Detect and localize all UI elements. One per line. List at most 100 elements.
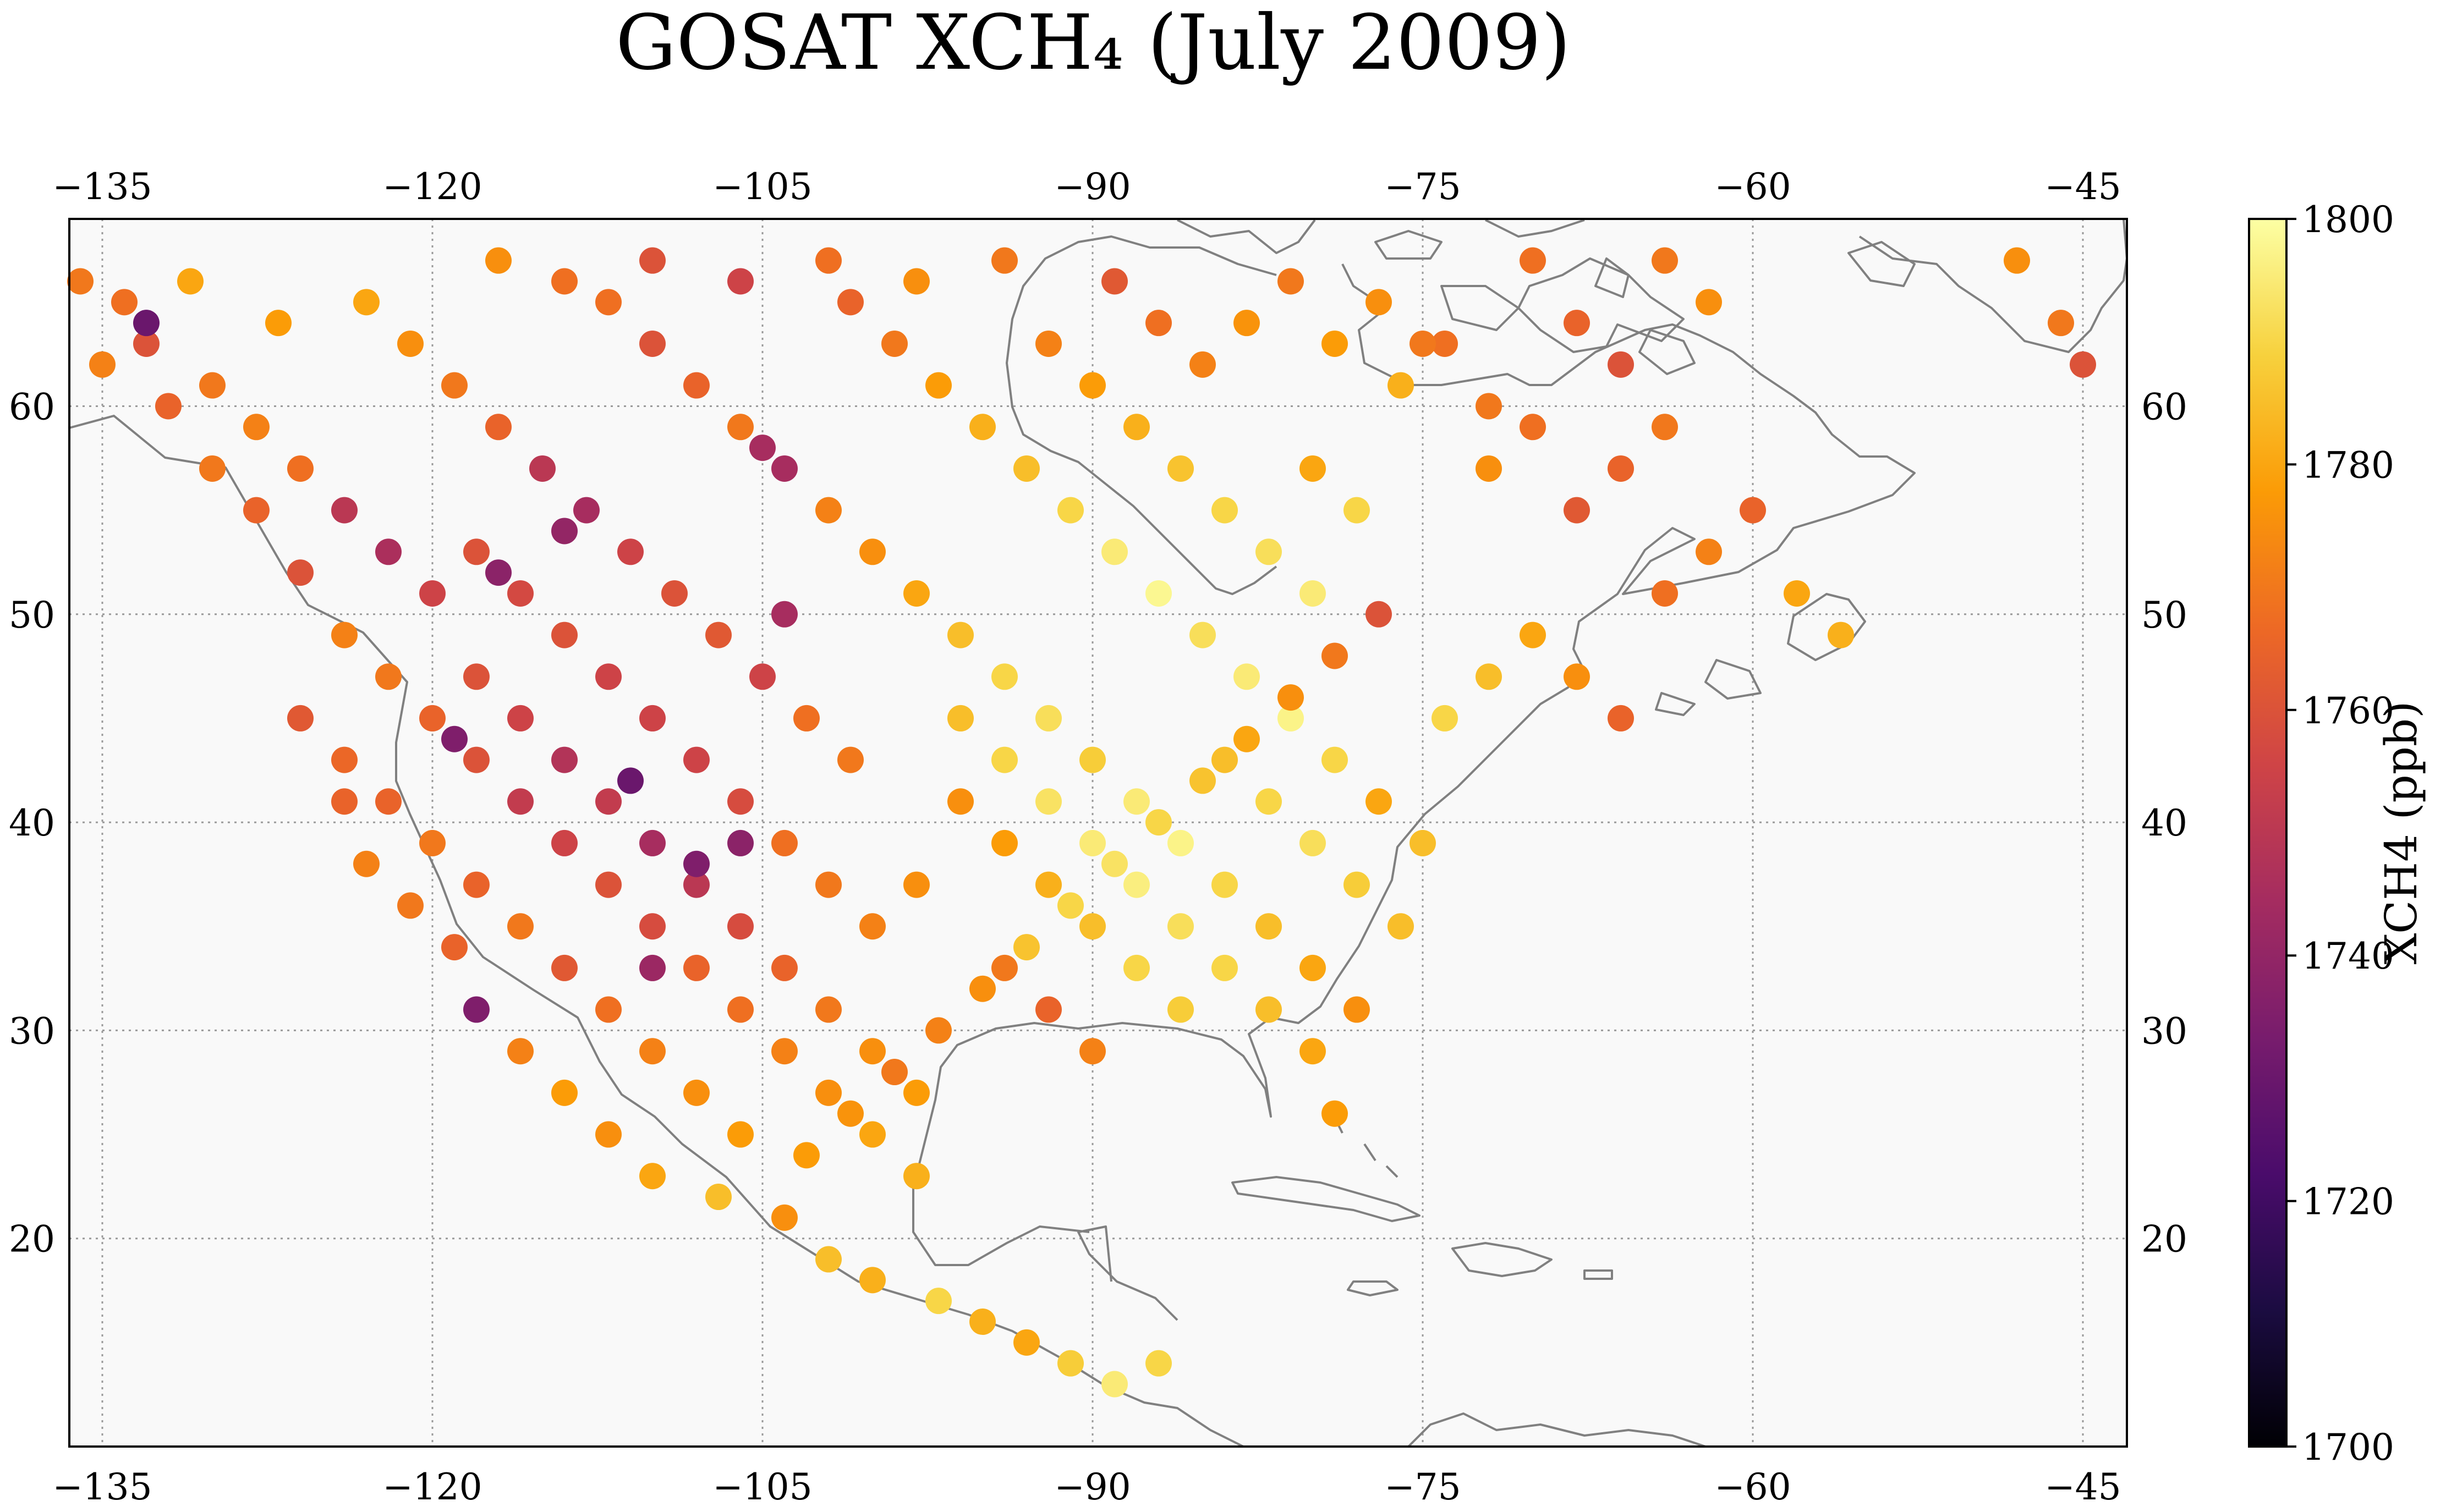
xch4-point [199, 372, 226, 399]
xch4-point [1365, 788, 1392, 815]
xch4-point [881, 1059, 908, 1086]
xch4-point [1123, 788, 1150, 815]
xch4-point [507, 1038, 534, 1065]
xch4-point [815, 1079, 842, 1106]
xch4-point [793, 1142, 820, 1169]
xch4-point [1145, 809, 1172, 836]
y-tick-label-right: 50 [2141, 594, 2187, 636]
xch4-point [551, 622, 578, 648]
xch4-point [463, 996, 490, 1023]
xch4-point [441, 725, 468, 752]
xch4-point [1035, 996, 1062, 1023]
x-tick-label-bottom: −75 [1384, 1466, 1461, 1508]
xch4-point [1057, 1350, 1084, 1377]
xch4-point [1123, 954, 1150, 981]
xch4-point [727, 1121, 754, 1148]
xch4-point [771, 455, 798, 482]
x-tick-label-bottom: −60 [1714, 1466, 1791, 1508]
xch4-point [1035, 705, 1062, 732]
xch4-point [507, 913, 534, 940]
xch4-point [243, 414, 270, 441]
xch4-point [507, 705, 534, 732]
xch4-point [1123, 871, 1150, 898]
xch4-point [1410, 829, 1436, 856]
xch4-point [969, 1308, 996, 1335]
xch4-point [1035, 330, 1062, 357]
xch4-point [287, 705, 314, 732]
xch4-point [551, 746, 578, 773]
xch4-point [397, 892, 424, 919]
x-tick-label-top: −60 [1714, 166, 1791, 208]
xch4-point [2004, 247, 2030, 274]
x-tick-label-top: −120 [382, 166, 482, 208]
x-tick-label-top: −135 [52, 166, 152, 208]
xch4-point [925, 1288, 952, 1315]
xch4-point [1365, 601, 1392, 628]
xch4-point [1299, 954, 1326, 981]
xch4-point [969, 414, 996, 441]
xch4-point [1696, 538, 1722, 565]
xch4-point [485, 247, 512, 274]
xch4-point [617, 767, 644, 794]
xch4-point [353, 850, 380, 877]
xch4-point [1652, 580, 1678, 607]
xch4-points [67, 247, 2096, 1398]
x-tick-label-bottom: −120 [382, 1466, 482, 1508]
xch4-point [815, 1246, 842, 1273]
xch4-point [991, 663, 1018, 690]
xch4-point [1079, 1038, 1106, 1065]
xch4-point [1233, 725, 1260, 752]
xch4-point [463, 871, 490, 898]
colorbar-tick-label: 1780 [2302, 444, 2394, 486]
xch4-point [485, 414, 512, 441]
xch4-point [859, 538, 886, 565]
y-tick-label-right: 40 [2141, 802, 2187, 844]
xch4-point [573, 497, 600, 524]
x-tick-label-bottom: −45 [2044, 1466, 2121, 1508]
xch4-point [1652, 247, 1678, 274]
xch4-point [1476, 393, 1502, 420]
xch4-point [595, 1121, 622, 1148]
xch4-point [903, 871, 930, 898]
xch4-point [595, 663, 622, 690]
xch4-point [1608, 455, 1634, 482]
x-tick-label-top: −105 [712, 166, 812, 208]
map-frame [68, 218, 2128, 1448]
xch4-point [1564, 663, 1590, 690]
xch4-point [1321, 642, 1348, 669]
colorbar-gradient [2248, 218, 2288, 1448]
xch4-point [991, 954, 1018, 981]
xch4-point [551, 268, 578, 295]
xch4-point [1057, 892, 1084, 919]
xch4-point [749, 663, 776, 690]
xch4-point [1145, 310, 1172, 337]
xch4-point [1476, 455, 1502, 482]
xch4-point [1564, 310, 1590, 337]
xch4-point [683, 871, 710, 898]
left-tick-labels: 20 30 40 50 60 [9, 386, 55, 1260]
xch4-point [1410, 330, 1436, 357]
xch4-point [441, 934, 468, 961]
xch4-point [1211, 871, 1238, 898]
xch4-point [925, 372, 952, 399]
xch4-point [1784, 580, 1810, 607]
xch4-point [903, 1163, 930, 1190]
xch4-point [485, 559, 512, 586]
xch4-point [837, 746, 864, 773]
xch4-point [155, 393, 182, 420]
xch4-point [1608, 351, 1634, 378]
xch4-point [683, 746, 710, 773]
xch4-point [771, 601, 798, 628]
xch4-point [727, 268, 754, 295]
xch4-point [243, 497, 270, 524]
xch4-point [771, 1038, 798, 1065]
xch4-point [1189, 622, 1216, 648]
xch4-point [1013, 934, 1040, 961]
xch4-point [1167, 829, 1194, 856]
xch4-point [903, 1079, 930, 1106]
xch4-point [815, 247, 842, 274]
coastline-cuba [1231, 1176, 1421, 1222]
xch4-point [67, 268, 94, 295]
xch4-point [1079, 372, 1106, 399]
